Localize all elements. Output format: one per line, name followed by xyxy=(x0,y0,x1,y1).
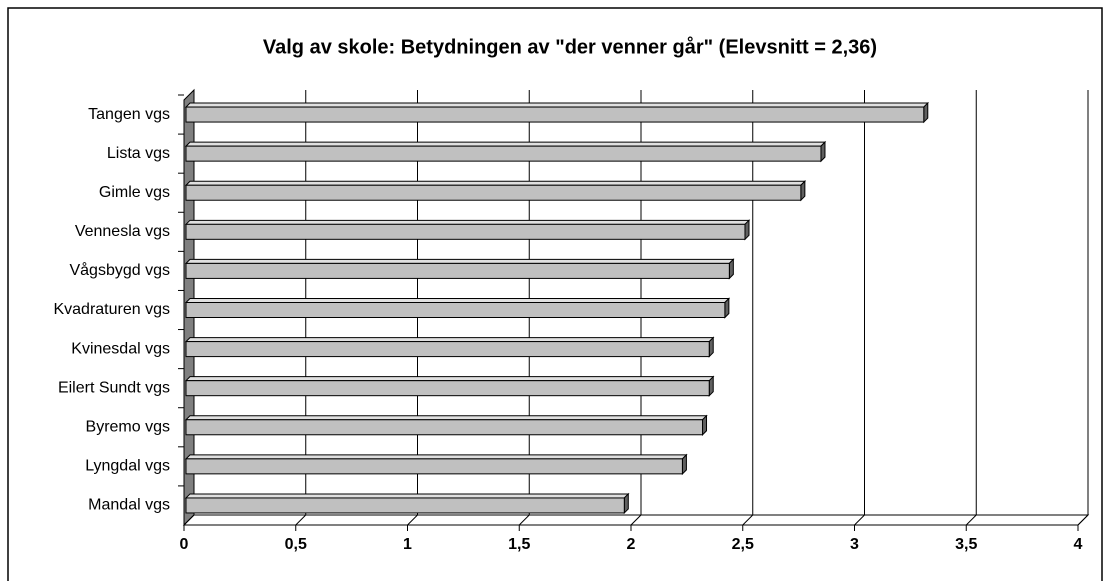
floor-grid xyxy=(854,514,865,526)
floor-grid xyxy=(407,514,418,526)
x-tick-label: 0,5 xyxy=(285,536,307,553)
bar xyxy=(185,145,822,162)
bar-top xyxy=(184,180,807,186)
y-tick-label: Kvadraturen vgs xyxy=(53,301,170,318)
floor-grid xyxy=(630,514,642,526)
floor-grid xyxy=(1077,514,1089,526)
bar-end xyxy=(623,492,629,515)
x-tick-label: 1,5 xyxy=(508,536,530,553)
y-tick-label: Eilert Sundt vgs xyxy=(58,379,170,396)
y-tick-label: Kvinesdal vgs xyxy=(71,340,170,357)
bar-top xyxy=(184,415,708,421)
floor-grid xyxy=(742,514,754,526)
y-tick-label: Gimle vgs xyxy=(99,184,170,201)
bar-top xyxy=(184,337,715,343)
bar-top xyxy=(184,102,929,108)
x-tick-label: 4 xyxy=(1074,536,1083,553)
bar-top xyxy=(184,298,731,303)
bar-end xyxy=(681,453,687,476)
bar-top xyxy=(184,454,688,460)
floor-grid xyxy=(965,514,977,526)
bar xyxy=(185,184,802,201)
bar-end xyxy=(820,140,826,163)
bar xyxy=(185,497,625,514)
x-tick-label: 3 xyxy=(850,536,859,553)
bar-top xyxy=(184,376,715,382)
x-tick-label: 3,5 xyxy=(955,536,977,553)
bar xyxy=(185,223,746,240)
bar-top xyxy=(184,141,827,147)
floor-grid xyxy=(295,514,307,526)
x-tick-label: 1 xyxy=(403,536,412,553)
x-tick-label: 0 xyxy=(180,536,189,553)
bar-end xyxy=(728,258,734,280)
y-tick-label: Byremo vgs xyxy=(86,418,170,435)
bar-top xyxy=(184,219,751,225)
y-tick-label: Vågsbygd vgs xyxy=(69,261,170,279)
y-tick-label: Lyngdal vgs xyxy=(85,458,170,475)
bar-top xyxy=(184,258,735,264)
bar xyxy=(185,262,730,279)
chart-title: Valg av skole: Betydningen av "der venne… xyxy=(263,35,877,58)
bar xyxy=(185,106,925,123)
y-tick-label: Tangen vgs xyxy=(88,106,170,123)
bar-end xyxy=(744,219,750,241)
y-tick-label: Vennesla vgs xyxy=(75,223,170,240)
floor-grid xyxy=(183,514,195,526)
x-tick-label: 2 xyxy=(627,536,636,553)
bar xyxy=(185,458,683,475)
x-tick-label: 2,5 xyxy=(732,536,754,553)
bar-end xyxy=(708,336,714,358)
bar-end xyxy=(724,297,730,319)
y-tick-label: Mandal vgs xyxy=(88,497,170,514)
bar xyxy=(185,380,710,397)
bar xyxy=(185,302,726,318)
bar-end xyxy=(702,414,708,436)
bar-end xyxy=(800,180,806,202)
y-tick-label: Lista vgs xyxy=(107,145,170,162)
bar-end xyxy=(708,375,714,397)
bar-end xyxy=(923,101,929,124)
bar xyxy=(185,419,704,436)
bar-top xyxy=(184,493,630,499)
bar xyxy=(185,341,710,358)
floor-grid xyxy=(518,514,530,526)
